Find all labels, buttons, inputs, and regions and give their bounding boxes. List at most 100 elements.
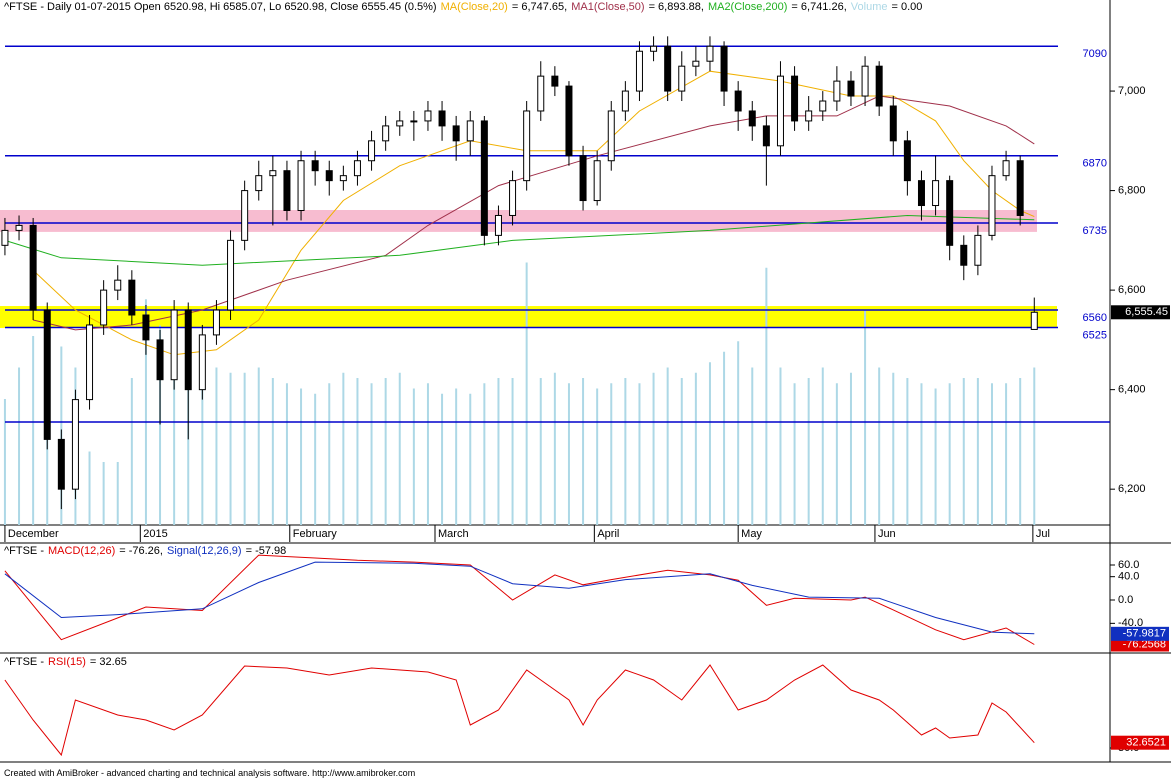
- legend-value: = 6,893.88,: [648, 1, 704, 13]
- layer: 30.032.6521: [1110, 735, 1169, 754]
- candle-body: [353, 160, 361, 177]
- series-line: [32, 95, 1035, 331]
- candle-body: [565, 85, 573, 157]
- legend-value: = -76.26,: [119, 545, 163, 557]
- x-tick-label: February: [293, 528, 338, 540]
- volume-bar: [821, 367, 824, 525]
- y-tick-label: 6,400: [1118, 384, 1146, 396]
- volume-bar: [88, 451, 91, 525]
- volume-bar: [680, 378, 683, 525]
- x-tick-label: April: [597, 528, 619, 540]
- volume-bar: [18, 367, 21, 525]
- volume-bar: [990, 383, 993, 525]
- y-tick-label: 6,600: [1118, 284, 1146, 296]
- volume-bar: [779, 367, 782, 525]
- candle-body: [960, 244, 968, 266]
- candle-body: [509, 180, 517, 216]
- candle-body: [15, 224, 23, 231]
- candle-body: [128, 279, 136, 316]
- level-label: 6560: [1083, 312, 1107, 324]
- volume-bar: [638, 383, 641, 525]
- candle-body: [720, 45, 728, 92]
- level-label: 6735: [1083, 225, 1107, 237]
- legend-name: MACD(12,26): [48, 545, 116, 557]
- legend-name: MA(Close,20): [440, 1, 508, 13]
- candle-body: [917, 180, 925, 207]
- x-tick-label: December: [8, 528, 59, 540]
- candle-body: [410, 120, 418, 123]
- volume-bar: [723, 351, 726, 525]
- legend-name: Volume: [850, 1, 888, 13]
- volume-bar: [370, 383, 373, 525]
- candle-body: [297, 160, 305, 211]
- series-line: [4, 554, 1035, 645]
- y-tick-label: 6,800: [1118, 184, 1146, 196]
- candle-body: [86, 324, 94, 401]
- candle-body: [847, 80, 855, 97]
- legend-value: = 32.65: [89, 656, 127, 668]
- candle-body: [1016, 160, 1024, 216]
- pane-title: ^FTSE -: [4, 656, 44, 668]
- volume-bar: [455, 388, 458, 525]
- volume-bar: [553, 372, 556, 525]
- volume-bar: [271, 378, 274, 525]
- candle-body: [903, 140, 911, 182]
- volume-bar: [173, 336, 176, 525]
- volume-bar: [596, 388, 599, 525]
- volume-bar: [3, 399, 6, 525]
- candle-body: [805, 110, 813, 122]
- volume-bar: [751, 367, 754, 525]
- volume-bar: [976, 378, 979, 525]
- volume-bar: [285, 383, 288, 525]
- candle-body: [396, 120, 404, 127]
- candle-body: [974, 234, 982, 266]
- candle-body: [692, 60, 700, 67]
- candle-body: [650, 45, 658, 52]
- level-label: 6870: [1083, 158, 1107, 170]
- volume-bar: [469, 393, 472, 525]
- candle-body: [523, 110, 531, 182]
- volume-bar: [483, 383, 486, 525]
- legend-value: = 6,747.65,: [511, 1, 568, 13]
- volume-bar: [102, 462, 105, 525]
- volume-bar: [398, 372, 401, 525]
- candle-body: [466, 120, 474, 142]
- volume-bar: [920, 383, 923, 525]
- pane-header: ^FTSE - Daily 01-07-2015 Open 6520.98, H…: [4, 1, 926, 13]
- candle-body: [946, 180, 954, 246]
- volume-bar: [441, 393, 444, 525]
- volume-bar: [144, 299, 147, 525]
- volume-bar: [314, 393, 317, 525]
- volume-bar: [807, 378, 810, 525]
- last-value-label: -76.2568: [1123, 638, 1166, 650]
- candle-body: [339, 175, 347, 182]
- candle-body: [382, 125, 390, 142]
- candle-body: [593, 160, 601, 202]
- legend-value: = 0.00: [891, 1, 923, 13]
- pane-header: ^FTSE - RSI(15) = 32.65: [4, 656, 131, 668]
- last-value-box: [1111, 637, 1169, 652]
- candle-body: [184, 309, 192, 391]
- volume-bar: [1019, 378, 1022, 525]
- legend-value: = 6,741.26,: [791, 1, 847, 13]
- x-tick-label: May: [741, 528, 762, 540]
- volume-bar: [426, 383, 429, 525]
- candle-body: [579, 155, 587, 202]
- series-line: [4, 214, 1035, 266]
- volume-bar: [694, 372, 697, 525]
- pane-title: ^FTSE -: [4, 545, 44, 557]
- candle-body: [311, 160, 319, 172]
- volume-bar: [342, 372, 345, 525]
- candle-body: [452, 125, 460, 142]
- candle-body: [43, 309, 51, 440]
- candle-body: [762, 125, 770, 147]
- level-label: 6525: [1083, 329, 1107, 341]
- x-tick-label: Jul: [1036, 528, 1050, 540]
- volume-bar: [116, 462, 119, 525]
- volume-bar: [497, 378, 500, 525]
- volume-bar: [793, 383, 796, 525]
- volume-bar: [539, 378, 542, 525]
- volume-bar: [1005, 383, 1008, 525]
- volume-bar: [892, 372, 895, 525]
